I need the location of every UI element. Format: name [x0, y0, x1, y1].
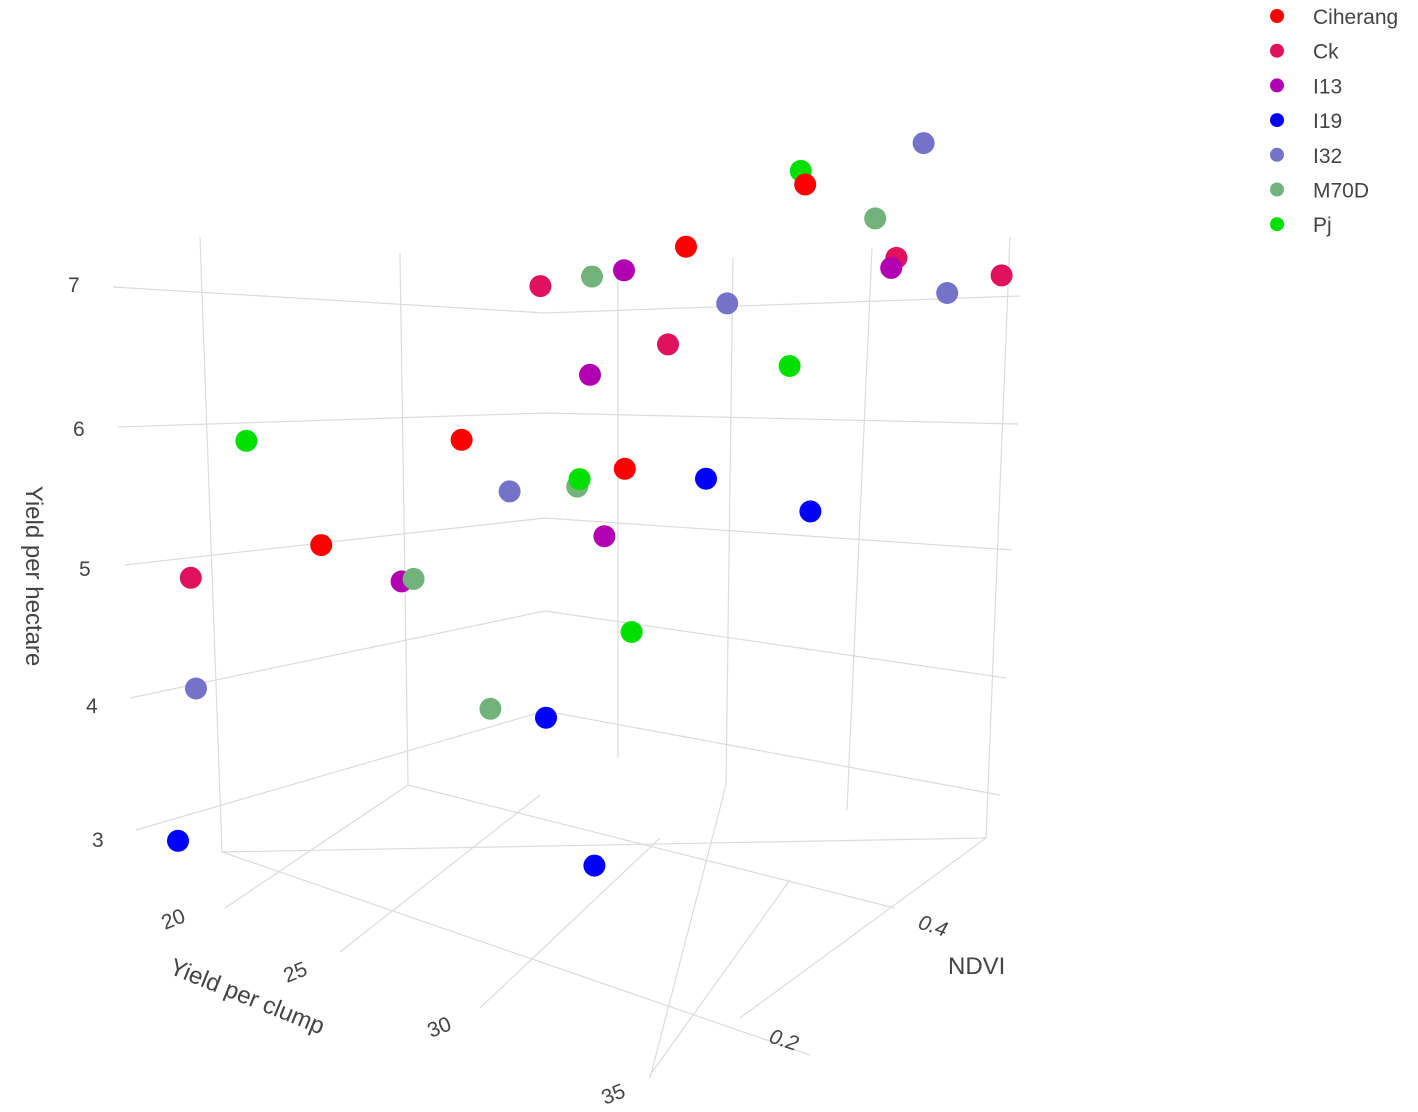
point-pj-4[interactable] — [778, 355, 801, 377]
floor-grid — [221, 837, 987, 853]
point-i13-3[interactable] — [613, 259, 635, 282]
point-i32-2[interactable] — [498, 480, 521, 503]
point-i13-2[interactable] — [579, 363, 601, 386]
point-ciherang-3[interactable] — [613, 457, 636, 480]
z-tick-5: 5 — [79, 558, 91, 581]
point-i19-5[interactable] — [799, 500, 822, 523]
gridlines — [112, 236, 1021, 1079]
y-tick-20: 20 — [158, 905, 188, 935]
legend-marker-i19 — [1270, 113, 1284, 128]
x-tick-0.2: 0.2 — [766, 1025, 801, 1056]
point-ciherang-2[interactable] — [450, 428, 473, 451]
point-ciherang-5[interactable] — [794, 173, 817, 196]
z-tick-4: 4 — [86, 695, 98, 718]
point-i13-5[interactable] — [880, 256, 903, 279]
legend-item-ciherang[interactable]: Ciherang — [1270, 6, 1398, 29]
legend-marker-i13 — [1270, 78, 1284, 93]
y-axis-ticks: 20 25 30 35 — [158, 905, 628, 1110]
y-tick-35: 35 — [598, 1080, 628, 1110]
left-wall-vertical — [199, 236, 223, 853]
legend-label-ck: Ck — [1313, 41, 1339, 64]
legend-item-ck[interactable]: Ck — [1270, 41, 1339, 64]
point-i13-4[interactable] — [593, 525, 616, 548]
legend-label-m70d: M70D — [1313, 180, 1369, 203]
data-markers — [167, 132, 1013, 877]
point-m70d-5[interactable] — [864, 207, 887, 230]
legend-marker-ck — [1270, 43, 1284, 58]
legend-item-pj[interactable]: Pj — [1270, 214, 1332, 237]
y-tick-25: 25 — [280, 958, 310, 988]
legend-marker-m70d — [1270, 182, 1284, 197]
point-i19-4[interactable] — [695, 467, 717, 490]
point-pj-3[interactable] — [620, 621, 643, 643]
point-pj-1[interactable] — [235, 429, 258, 452]
legend-marker-i32 — [1270, 147, 1284, 162]
legend-label-i32: I32 — [1313, 145, 1342, 168]
point-ciherang-4[interactable] — [675, 235, 697, 258]
point-ck-2[interactable] — [529, 275, 552, 298]
legend-label-ciherang: Ciherang — [1313, 6, 1398, 29]
point-m70d-4[interactable] — [581, 265, 603, 288]
point-i32-3[interactable] — [716, 292, 739, 315]
legend-item-i13[interactable]: I13 — [1270, 75, 1342, 98]
point-ciherang-1[interactable] — [310, 534, 333, 557]
x-tick-0.4: 0.4 — [915, 911, 950, 942]
legend: Ciherang Ck I13 I19 I32 M70D Pj — [1270, 6, 1398, 237]
legend-marker-pj — [1270, 217, 1284, 232]
point-m70d-2[interactable] — [479, 697, 502, 720]
legend-item-i32[interactable]: I32 — [1270, 145, 1342, 168]
legend-label-i19: I19 — [1313, 110, 1342, 133]
point-i19-3[interactable] — [583, 854, 606, 877]
back-wall-grid — [112, 286, 1021, 314]
point-ck-3[interactable] — [657, 333, 679, 356]
legend-label-pj: Pj — [1313, 214, 1332, 237]
legend-item-m70d[interactable]: M70D — [1270, 180, 1369, 203]
z-tick-3: 3 — [92, 829, 104, 852]
x-axis-ticks: 0.4 0.2 — [766, 911, 950, 1056]
y-tick-30: 30 — [424, 1013, 454, 1043]
z-tick-7: 7 — [68, 274, 80, 297]
point-i32-5[interactable] — [936, 282, 959, 304]
z-tick-6: 6 — [73, 418, 85, 441]
point-i19-1[interactable] — [167, 829, 189, 852]
legend-label-i13: I13 — [1313, 75, 1342, 98]
z-axis-title: Yield per hectare — [20, 486, 47, 667]
legend-item-i19[interactable]: I19 — [1270, 110, 1342, 133]
z-axis-ticks: 7 6 5 4 3 — [68, 274, 104, 852]
point-ck-1[interactable] — [179, 566, 202, 589]
point-ck-5[interactable] — [990, 264, 1013, 287]
legend-marker-ciherang — [1270, 9, 1284, 23]
point-m70d-1[interactable] — [402, 567, 425, 590]
x-axis-title: NDVI — [948, 953, 1005, 980]
point-i32-1[interactable] — [185, 677, 207, 700]
point-i32-4[interactable] — [912, 132, 935, 155]
point-i19-2[interactable] — [535, 706, 557, 729]
point-pj-2[interactable] — [568, 468, 591, 491]
